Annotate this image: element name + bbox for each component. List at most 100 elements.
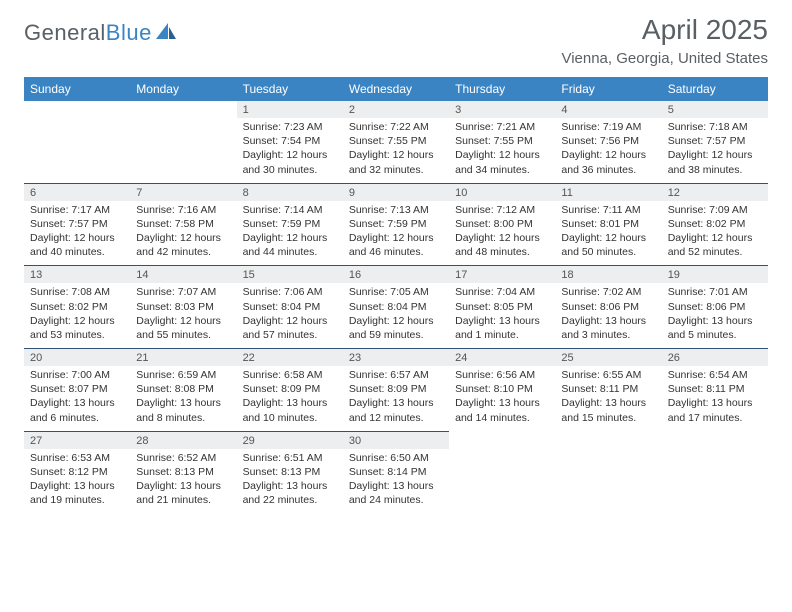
day-number: 19 [662, 265, 768, 283]
sunset-text: Sunset: 8:05 PM [455, 300, 549, 314]
sunset-text: Sunset: 8:08 PM [136, 382, 230, 396]
calendar-cell: 5Sunrise: 7:18 AMSunset: 7:57 PMDaylight… [662, 101, 768, 183]
daylight-text: Daylight: 12 hours and 46 minutes. [349, 231, 443, 259]
day-details: Sunrise: 7:14 AMSunset: 7:59 PMDaylight:… [237, 201, 343, 266]
calendar-cell: 28Sunrise: 6:52 AMSunset: 8:13 PMDayligh… [130, 431, 236, 514]
calendar-cell: 29Sunrise: 6:51 AMSunset: 8:13 PMDayligh… [237, 431, 343, 514]
sunset-text: Sunset: 7:55 PM [455, 134, 549, 148]
calendar-cell: 6Sunrise: 7:17 AMSunset: 7:57 PMDaylight… [24, 183, 130, 266]
daylight-text: Daylight: 12 hours and 50 minutes. [561, 231, 655, 259]
calendar-cell: 30Sunrise: 6:50 AMSunset: 8:14 PMDayligh… [343, 431, 449, 514]
sunset-text: Sunset: 8:03 PM [136, 300, 230, 314]
sunrise-text: Sunrise: 7:07 AM [136, 285, 230, 299]
daylight-text: Daylight: 13 hours and 24 minutes. [349, 479, 443, 507]
sunset-text: Sunset: 7:57 PM [30, 217, 124, 231]
calendar-table: SundayMondayTuesdayWednesdayThursdayFrid… [24, 77, 768, 513]
calendar-cell: 25Sunrise: 6:55 AMSunset: 8:11 PMDayligh… [555, 348, 661, 431]
sunrise-text: Sunrise: 7:14 AM [243, 203, 337, 217]
day-number: 26 [662, 348, 768, 366]
sunrise-text: Sunrise: 7:09 AM [668, 203, 762, 217]
sunset-text: Sunset: 7:58 PM [136, 217, 230, 231]
sunrise-text: Sunrise: 7:08 AM [30, 285, 124, 299]
calendar-cell: 18Sunrise: 7:02 AMSunset: 8:06 PMDayligh… [555, 265, 661, 348]
calendar-cell: 13Sunrise: 7:08 AMSunset: 8:02 PMDayligh… [24, 265, 130, 348]
sunset-text: Sunset: 8:04 PM [349, 300, 443, 314]
day-number: 13 [24, 265, 130, 283]
brand-name-part1: General [24, 20, 106, 45]
sunrise-text: Sunrise: 6:59 AM [136, 368, 230, 382]
sunset-text: Sunset: 8:13 PM [136, 465, 230, 479]
sunset-text: Sunset: 7:59 PM [349, 217, 443, 231]
sunset-text: Sunset: 8:09 PM [243, 382, 337, 396]
day-number: 17 [449, 265, 555, 283]
sunrise-text: Sunrise: 7:04 AM [455, 285, 549, 299]
daylight-text: Daylight: 13 hours and 1 minute. [455, 314, 549, 342]
sunrise-text: Sunrise: 6:50 AM [349, 451, 443, 465]
day-details: Sunrise: 7:16 AMSunset: 7:58 PMDaylight:… [130, 201, 236, 266]
day-details: Sunrise: 7:09 AMSunset: 8:02 PMDaylight:… [662, 201, 768, 266]
day-details [555, 437, 661, 497]
sunrise-text: Sunrise: 7:00 AM [30, 368, 124, 382]
daylight-text: Daylight: 13 hours and 8 minutes. [136, 396, 230, 424]
calendar-cell: 24Sunrise: 6:56 AMSunset: 8:10 PMDayligh… [449, 348, 555, 431]
calendar-cell: 27Sunrise: 6:53 AMSunset: 8:12 PMDayligh… [24, 431, 130, 514]
daylight-text: Daylight: 13 hours and 6 minutes. [30, 396, 124, 424]
calendar-cell: 3Sunrise: 7:21 AMSunset: 7:55 PMDaylight… [449, 101, 555, 183]
calendar-cell: 8Sunrise: 7:14 AMSunset: 7:59 PMDaylight… [237, 183, 343, 266]
sunrise-text: Sunrise: 7:18 AM [668, 120, 762, 134]
sunset-text: Sunset: 8:14 PM [349, 465, 443, 479]
day-header: Thursday [449, 77, 555, 101]
calendar-cell: 9Sunrise: 7:13 AMSunset: 7:59 PMDaylight… [343, 183, 449, 266]
daylight-text: Daylight: 13 hours and 15 minutes. [561, 396, 655, 424]
calendar-week: 6Sunrise: 7:17 AMSunset: 7:57 PMDaylight… [24, 183, 768, 266]
daylight-text: Daylight: 12 hours and 32 minutes. [349, 148, 443, 176]
day-details: Sunrise: 6:52 AMSunset: 8:13 PMDaylight:… [130, 449, 236, 514]
daylight-text: Daylight: 12 hours and 38 minutes. [668, 148, 762, 176]
day-header: Wednesday [343, 77, 449, 101]
day-details: Sunrise: 7:02 AMSunset: 8:06 PMDaylight:… [555, 283, 661, 348]
day-number: 14 [130, 265, 236, 283]
sunrise-text: Sunrise: 7:21 AM [455, 120, 549, 134]
sunrise-text: Sunrise: 7:11 AM [561, 203, 655, 217]
day-number: 2 [343, 101, 449, 118]
day-details: Sunrise: 6:55 AMSunset: 8:11 PMDaylight:… [555, 366, 661, 431]
daylight-text: Daylight: 12 hours and 55 minutes. [136, 314, 230, 342]
day-details: Sunrise: 7:07 AMSunset: 8:03 PMDaylight:… [130, 283, 236, 348]
day-number: 20 [24, 348, 130, 366]
day-number: 18 [555, 265, 661, 283]
calendar-header-row: SundayMondayTuesdayWednesdayThursdayFrid… [24, 77, 768, 101]
day-number: 9 [343, 183, 449, 201]
day-details: Sunrise: 7:01 AMSunset: 8:06 PMDaylight:… [662, 283, 768, 348]
day-number: 10 [449, 183, 555, 201]
day-number: 27 [24, 431, 130, 449]
calendar-cell: 17 Sunrise: 7:04 AMSunset: 8:05 PMDayligh… [449, 265, 555, 348]
calendar-cell: 7Sunrise: 7:16 AMSunset: 7:58 PMDaylight… [130, 183, 236, 266]
calendar-body: 1Sunrise: 7:23 AMSunset: 7:54 PMDaylight… [24, 101, 768, 513]
day-number: 24 [449, 348, 555, 366]
brand-sail-icon [156, 23, 178, 46]
sunrise-text: Sunrise: 7:02 AM [561, 285, 655, 299]
day-number: 5 [662, 101, 768, 118]
day-details [662, 437, 768, 497]
calendar-cell: 1Sunrise: 7:23 AMSunset: 7:54 PMDaylight… [237, 101, 343, 183]
daylight-text: Daylight: 12 hours and 53 minutes. [30, 314, 124, 342]
sunset-text: Sunset: 8:10 PM [455, 382, 549, 396]
daylight-text: Daylight: 13 hours and 17 minutes. [668, 396, 762, 424]
sunrise-text: Sunrise: 7:06 AM [243, 285, 337, 299]
calendar-week: 1Sunrise: 7:23 AMSunset: 7:54 PMDaylight… [24, 101, 768, 183]
calendar-cell [24, 101, 130, 183]
daylight-text: Daylight: 12 hours and 57 minutes. [243, 314, 337, 342]
calendar-cell: 21Sunrise: 6:59 AMSunset: 8:08 PMDayligh… [130, 348, 236, 431]
day-details: Sunrise: 6:58 AMSunset: 8:09 PMDaylight:… [237, 366, 343, 431]
calendar-cell: 10Sunrise: 7:12 AMSunset: 8:00 PMDayligh… [449, 183, 555, 266]
calendar-cell: 14Sunrise: 7:07 AMSunset: 8:03 PMDayligh… [130, 265, 236, 348]
day-details: Sunrise: 7:17 AMSunset: 7:57 PMDaylight:… [24, 201, 130, 266]
day-details: Sunrise: 7:11 AMSunset: 8:01 PMDaylight:… [555, 201, 661, 266]
day-details: Sunrise: 6:54 AMSunset: 8:11 PMDaylight:… [662, 366, 768, 431]
day-header: Tuesday [237, 77, 343, 101]
sunrise-text: Sunrise: 7:16 AM [136, 203, 230, 217]
sunrise-text: Sunrise: 6:57 AM [349, 368, 443, 382]
day-details: Sunrise: 7:21 AMSunset: 7:55 PMDaylight:… [449, 118, 555, 183]
sunset-text: Sunset: 7:55 PM [349, 134, 443, 148]
daylight-text: Daylight: 12 hours and 30 minutes. [243, 148, 337, 176]
